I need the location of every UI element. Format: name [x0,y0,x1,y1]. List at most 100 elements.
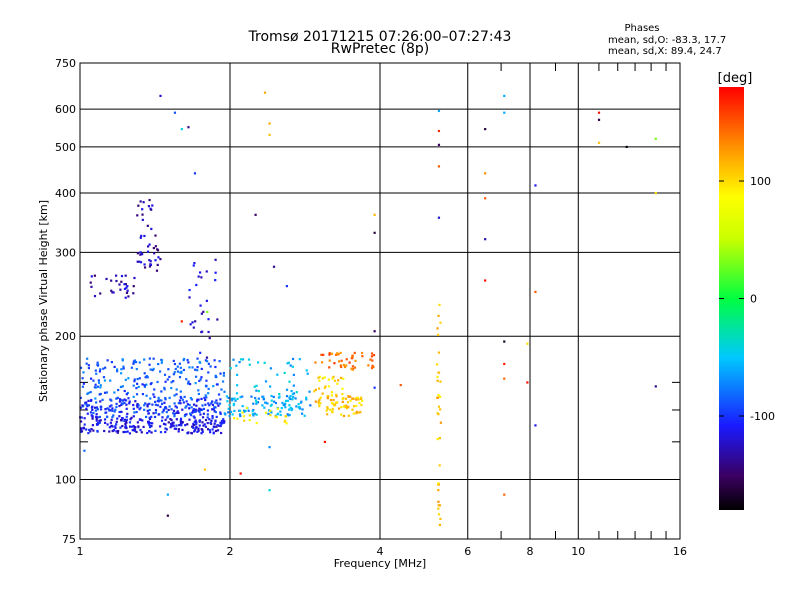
data-point [111,409,114,412]
data-point [248,419,251,422]
data-point [109,421,112,424]
data-point [196,357,199,360]
y-tick-label: 750 [55,57,76,70]
data-point [328,359,331,362]
data-point [159,431,163,434]
data-point [185,405,188,408]
data-point [99,368,102,371]
data-point [160,402,164,405]
data-point [197,429,200,432]
data-point [104,366,107,369]
data-point [313,390,316,393]
data-point [207,387,210,391]
data-point [189,414,193,417]
data-point [263,91,267,94]
data-point [242,415,245,418]
data-point [173,111,177,114]
data-point [320,353,323,356]
data-point [283,403,286,406]
data-point [192,403,196,406]
data-point [120,280,123,283]
data-point [342,377,345,380]
data-point [288,404,291,407]
data-point [205,385,208,388]
data-point [351,365,355,368]
data-point [232,417,236,420]
data-point [136,377,139,381]
data-point [188,288,191,292]
data-point [233,397,236,400]
data-point [99,408,103,411]
data-point [143,408,146,411]
data-point [437,500,440,503]
data-point [351,368,354,371]
data-point [110,361,113,364]
data-point [116,431,119,434]
data-point [317,400,320,403]
data-point [127,397,130,400]
data-point [137,425,140,428]
data-point [243,419,246,422]
data-point [220,423,223,426]
data-point [194,375,198,378]
data-point [218,424,221,427]
data-point [173,402,176,405]
data-point [116,370,119,373]
data-point [136,402,139,406]
data-point [90,275,93,278]
data-point [164,430,167,434]
data-point [206,416,209,419]
data-point [81,385,85,388]
y-tick-label: 200 [55,330,76,343]
data-point [83,423,86,426]
data-point [173,427,176,430]
data-point [219,421,222,424]
data-point [194,419,197,422]
y-tick-label: 600 [55,103,76,116]
data-point [503,111,506,114]
data-point [180,424,183,427]
data-point [306,372,309,375]
data-point [173,371,176,374]
data-point [204,403,207,406]
data-point [128,425,132,428]
data-point [361,399,364,402]
data-point [138,408,141,411]
data-point [207,402,210,405]
stats-title: Phases [624,23,659,34]
data-point [203,423,206,426]
data-point [82,382,86,385]
data-point [177,411,180,414]
data-point [214,258,217,261]
data-point [345,364,348,367]
y-tick-label: 300 [55,246,76,259]
data-point [187,380,190,383]
data-point [79,406,82,409]
data-point [299,407,302,410]
y-tick-labels: 75 100 200 300 400 500 600 750 [55,57,76,546]
data-point [92,411,95,415]
data-point [148,265,152,268]
data-point [115,397,118,400]
data-point [98,419,101,422]
data-point [207,330,210,334]
data-point [125,407,128,410]
data-point [110,399,113,402]
data-point [436,363,439,366]
data-point [360,404,363,407]
data-point [437,482,440,485]
data-point [153,388,156,391]
data-point [484,197,487,200]
data-point [231,397,234,400]
data-point [188,418,191,421]
data-point [99,400,102,403]
data-point [212,408,215,411]
data-point [110,418,113,421]
data-point [90,285,93,288]
data-point [133,380,136,383]
data-point [197,427,200,431]
data-point [143,385,147,388]
data-point [268,446,271,449]
data-point [625,145,628,149]
data-point [126,289,129,292]
